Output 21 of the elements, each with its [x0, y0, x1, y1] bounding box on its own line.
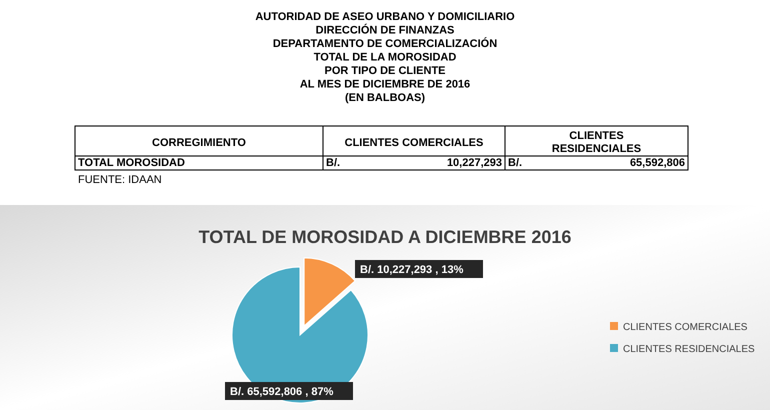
- text: DIRECCIÓN DE FINANZAS: [316, 24, 454, 36]
- text: TOTAL MOROSIDAD: [78, 157, 185, 169]
- text: TOTAL DE LA MOROSIDAD: [314, 52, 456, 64]
- text: CORREGIMIENTO: [152, 137, 246, 149]
- text: (EN BALBOAS): [344, 92, 426, 104]
- chart-title: TOTAL DE MOROSIDAD A DICIEMBRE 2016: [198, 227, 572, 247]
- text: AUTORIDAD DE ASEO URBANO Y DOMICILIARIO: [255, 11, 516, 23]
- legend-label: CLIENTES COMERCIALES: [623, 322, 748, 333]
- text: B/.: [326, 157, 340, 169]
- data-label: B/. 10,227,293 , 13%: [360, 264, 464, 276]
- text: DEPARTAMENTO DE COMERCIALIZACIÓN: [272, 37, 498, 50]
- text: 65,592,806: [630, 157, 685, 169]
- source-note: FUENTE: IDAAN: [78, 174, 162, 186]
- text: B/.: [508, 157, 522, 169]
- text: 10,227,293: [446, 157, 502, 169]
- text: CLIENTES COMERCIALES: [344, 137, 484, 149]
- text: AL MES DE DICIEMBRE DE 2016: [300, 78, 470, 90]
- text: CLIENTES RESIDENCIALES: [552, 130, 642, 155]
- legend-label: CLIENTES RESIDENCIALES: [623, 344, 756, 355]
- text: POR TIPO DE CLIENTE: [324, 65, 446, 77]
- data-label: B/. 65,592,806 , 87%: [230, 386, 334, 398]
